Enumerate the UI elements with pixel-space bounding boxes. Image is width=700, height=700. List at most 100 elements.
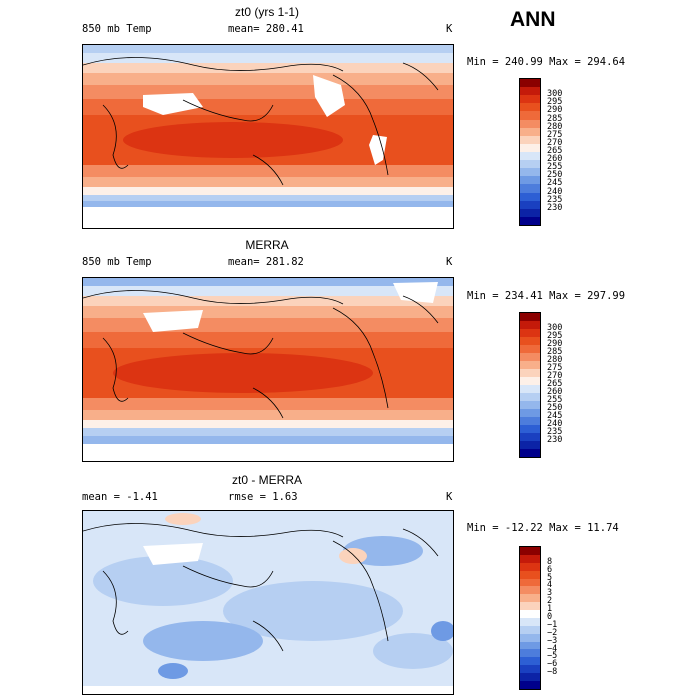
colorbar-tick-label: 240 bbox=[547, 419, 563, 429]
colorbar-segment bbox=[520, 151, 540, 161]
colorbar-segment bbox=[520, 208, 540, 217]
colorbar-segment bbox=[520, 554, 540, 563]
panel2-mean-label: mean= 281.82 bbox=[228, 256, 304, 268]
colorbar-segment bbox=[520, 361, 540, 369]
colorbar-segment bbox=[520, 449, 540, 457]
colorbar-tick-label: 0 bbox=[547, 612, 553, 622]
panel1-variable-label: 850 mb Temp bbox=[82, 23, 152, 35]
colorbar-segment bbox=[520, 425, 540, 433]
panel2-colorbar-labels: 300 295 290 285 280 275 270 265 260 255 250 245 240 2… bbox=[547, 312, 587, 458]
colorbar-segment bbox=[520, 369, 540, 377]
colorbar-tick-label: 260 bbox=[547, 387, 563, 397]
colorbar-tick-label: 270 bbox=[547, 137, 563, 148]
colorbar-tick-label: 280 bbox=[547, 121, 563, 132]
colorbar-tick-label: −6 bbox=[547, 659, 558, 670]
colorbar-segment bbox=[520, 143, 540, 152]
panel2-title: MERRA bbox=[245, 238, 289, 252]
colorbar-tick-label: 8 bbox=[547, 556, 553, 567]
colorbar-segment bbox=[520, 127, 540, 136]
colorbar-segment bbox=[520, 586, 540, 595]
panel3-units: K bbox=[446, 491, 453, 503]
panel2-units: K bbox=[446, 256, 453, 268]
colorbar-tick-label: 285 bbox=[547, 347, 563, 357]
colorbar-tick-label: 255 bbox=[547, 395, 563, 405]
colorbar-tick-label: 230 bbox=[547, 202, 563, 213]
panel3-title: zt0 - MERRA bbox=[231, 473, 302, 487]
colorbar-tick-label: 290 bbox=[547, 105, 563, 116]
colorbar-segment bbox=[520, 602, 540, 610]
colorbar-segment bbox=[520, 119, 540, 128]
panel1-colorbar bbox=[519, 78, 541, 226]
colorbar-segment bbox=[520, 176, 540, 185]
colorbar-segment bbox=[520, 610, 540, 618]
colorbar-tick-label: 6 bbox=[547, 564, 553, 575]
colorbar-segment bbox=[520, 184, 540, 193]
colorbar-tick-label: −3 bbox=[547, 635, 558, 646]
colorbar-tick-label: 250 bbox=[547, 403, 563, 413]
colorbar-tick-label: 250 bbox=[547, 170, 563, 181]
panel2-colorbar bbox=[519, 312, 541, 458]
colorbar-tick-label: 265 bbox=[547, 379, 563, 389]
colorbar-segment bbox=[520, 329, 540, 337]
colorbar-segment bbox=[520, 192, 540, 201]
colorbar-segment bbox=[520, 625, 540, 634]
colorbar-segment bbox=[520, 641, 540, 650]
colorbar-tick-label: 245 bbox=[547, 411, 563, 421]
colorbar-tick-label: 295 bbox=[547, 97, 563, 108]
colorbar-segment bbox=[520, 441, 540, 449]
colorbar-tick-label: 255 bbox=[547, 162, 563, 173]
colorbar-tick-label: 270 bbox=[547, 371, 563, 381]
panel1-colorbar-labels: 300 295 290 285 280 275 270 265 260 255 250 245 240 2… bbox=[547, 78, 587, 226]
colorbar-tick-label: 290 bbox=[547, 339, 563, 349]
colorbar-segment bbox=[520, 401, 540, 409]
colorbar-tick-label: 295 bbox=[547, 331, 563, 341]
colorbar-tick-label: 265 bbox=[547, 146, 563, 156]
panel3-rmse-label: rmse = 1.63 bbox=[228, 491, 298, 503]
colorbar-tick-label: 5 bbox=[547, 572, 553, 583]
colorbar-segment bbox=[520, 103, 540, 112]
colorbar-tick-label: 260 bbox=[547, 154, 563, 165]
colorbar-segment bbox=[520, 680, 540, 689]
colorbar-segment bbox=[520, 337, 540, 345]
panel1-map bbox=[82, 44, 454, 229]
panel3-map bbox=[82, 510, 454, 695]
colorbar-tick-label: −4 bbox=[547, 643, 558, 654]
colorbar-segment bbox=[520, 168, 540, 177]
panel2-map bbox=[82, 277, 454, 462]
colorbar-segment bbox=[520, 409, 540, 417]
colorbar-segment bbox=[520, 377, 540, 385]
colorbar-segment bbox=[520, 216, 540, 225]
colorbar-segment bbox=[520, 633, 540, 642]
colorbar-tick-label: 240 bbox=[547, 186, 563, 197]
colorbar-tick-label: 230 bbox=[547, 435, 563, 445]
panel1-title: zt0 (yrs 1-1) bbox=[234, 5, 299, 19]
colorbar-segment bbox=[520, 594, 540, 603]
colorbar-segment bbox=[520, 321, 540, 329]
colorbar-tick-label: −8 bbox=[547, 667, 558, 678]
colorbar-segment bbox=[520, 433, 540, 441]
panel3-colorbar bbox=[519, 546, 541, 690]
colorbar-segment bbox=[520, 160, 540, 169]
colorbar-segment bbox=[520, 111, 540, 120]
colorbar-tick-label: 275 bbox=[547, 363, 563, 373]
panel3-difference-field bbox=[83, 511, 453, 694]
colorbar-tick-label: 3 bbox=[547, 588, 553, 599]
colorbar-segment bbox=[520, 79, 540, 88]
colorbar-tick-label: 285 bbox=[547, 113, 563, 124]
colorbar-tick-label: 280 bbox=[547, 355, 563, 365]
colorbar-segment bbox=[520, 562, 540, 571]
colorbar-segment bbox=[520, 665, 540, 673]
panel3-mean-label: mean = -1.41 bbox=[82, 491, 158, 503]
colorbar-segment bbox=[520, 87, 540, 96]
panel2-temperature-field bbox=[83, 278, 453, 461]
colorbar-tick-label: 235 bbox=[547, 427, 563, 437]
colorbar-segment bbox=[520, 417, 540, 425]
colorbar-tick-label: 2 bbox=[547, 596, 553, 607]
colorbar-segment bbox=[520, 200, 540, 209]
panel2-range-label: Min = 234.41 Max = 297.99 bbox=[467, 290, 626, 302]
colorbar-tick-label: 1 bbox=[547, 604, 553, 615]
colorbar-segment bbox=[520, 353, 540, 361]
colorbar-tick-label: 245 bbox=[547, 178, 563, 189]
colorbar-tick-label: 300 bbox=[547, 323, 563, 333]
colorbar-tick-label: −1 bbox=[547, 619, 558, 630]
